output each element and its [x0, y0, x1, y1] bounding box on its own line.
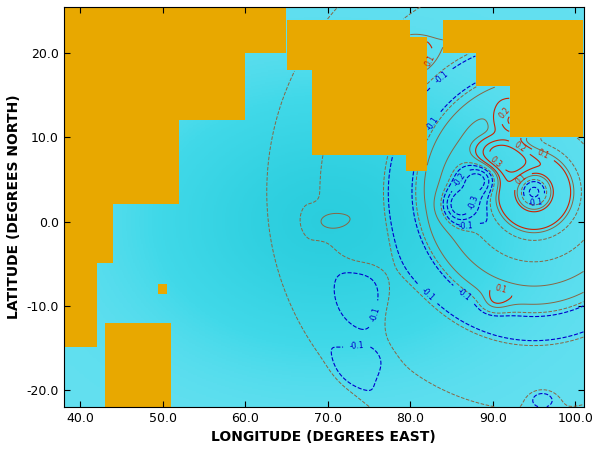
Text: 0.2: 0.2: [512, 140, 527, 154]
Text: 0.1: 0.1: [495, 284, 508, 295]
Text: 0.2: 0.2: [497, 105, 512, 120]
Text: -0.1: -0.1: [433, 69, 450, 85]
Text: 0.3: 0.3: [488, 155, 503, 170]
Text: -0.1: -0.1: [419, 285, 436, 302]
Text: -0.1: -0.1: [528, 197, 543, 208]
X-axis label: LONGITUDE (DEGREES EAST): LONGITUDE (DEGREES EAST): [211, 430, 436, 444]
Text: 0.1: 0.1: [535, 148, 551, 161]
Text: -0.1: -0.1: [456, 286, 473, 303]
Text: -0.2: -0.2: [452, 171, 468, 188]
Text: -0.1: -0.1: [349, 341, 365, 350]
Text: -0.1: -0.1: [459, 221, 474, 230]
Text: -0.1: -0.1: [424, 115, 441, 132]
Text: -0.3: -0.3: [467, 193, 480, 211]
Text: 0.1: 0.1: [424, 53, 437, 68]
Text: 0.1: 0.1: [513, 172, 528, 187]
Text: -0.1: -0.1: [368, 306, 381, 323]
Y-axis label: LATITUDE (DEGREES NORTH): LATITUDE (DEGREES NORTH): [7, 94, 21, 319]
